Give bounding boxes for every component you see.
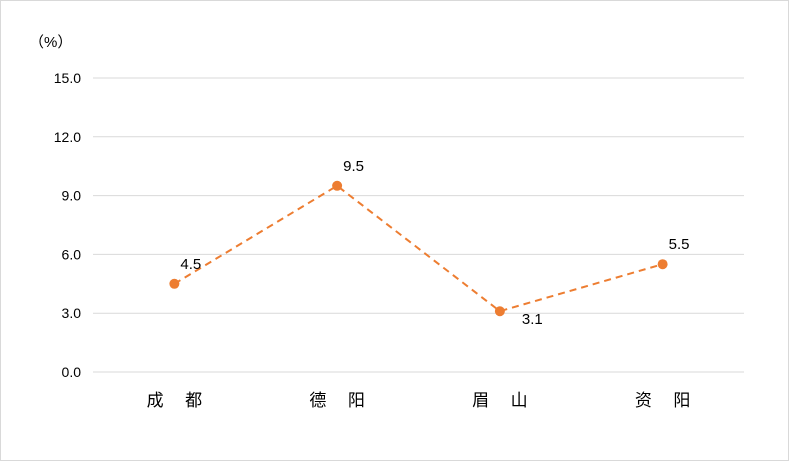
y-tick-label: 15.0 (54, 70, 81, 86)
y-tick-label: 6.0 (62, 246, 82, 262)
y-unit-label: （%） (29, 34, 72, 51)
data-point (169, 278, 180, 289)
x-category-label: 德 阳 (309, 391, 372, 411)
y-tick-label: 0.0 (62, 364, 82, 380)
x-category-label: 眉 山 (472, 391, 535, 411)
gridlines (93, 77, 744, 373)
x-category-label: 成 都 (147, 391, 210, 411)
data-label: 3.1 (522, 311, 543, 328)
data-labels: 4.5 9.5 3.1 5.5 (180, 158, 689, 328)
data-label: 9.5 (343, 158, 364, 175)
data-point (494, 306, 505, 317)
x-axis-categories: 成 都 德 阳 眉 山 资 阳 (147, 391, 698, 411)
data-point (657, 259, 668, 270)
data-point (332, 180, 343, 191)
x-category-label: 资 阳 (635, 391, 698, 411)
y-tick-label: 3.0 (62, 305, 82, 321)
data-label: 5.5 (669, 236, 690, 253)
data-points (169, 180, 668, 317)
y-axis-ticks: 0.0 3.0 6.0 9.0 12.0 15.0 (54, 70, 81, 380)
series-line (173, 184, 663, 313)
y-tick-label: 12.0 (54, 129, 81, 145)
y-tick-label: 9.0 (62, 188, 82, 204)
data-label: 4.5 (180, 256, 201, 273)
